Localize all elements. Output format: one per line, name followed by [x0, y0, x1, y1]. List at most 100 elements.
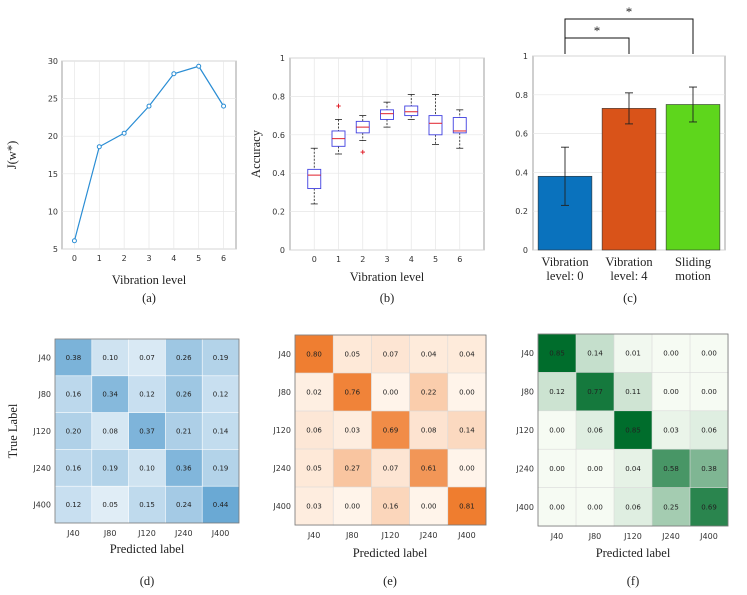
f-xtick: J40 [550, 532, 564, 541]
d-cell [54, 412, 93, 451]
f-xtick: J80 [588, 532, 602, 541]
d-cell [128, 338, 167, 377]
panel-a-ytick: 30 [48, 57, 58, 66]
panel-a-ytick: 5 [53, 245, 58, 254]
panel-a-ytick: 20 [48, 132, 58, 141]
panel-b-xtick: 0 [312, 255, 317, 264]
d-cell-value: 0.07 [139, 354, 155, 362]
e-cell-value: 0.04 [421, 351, 437, 359]
panel-b-ytick: 0.4 [272, 169, 285, 178]
panel-f-tick-labels: J40 J40 J80 J80 J120 J120 J240 J240 J400 J400 [515, 349, 717, 541]
d-cell-value: 0.20 [66, 428, 82, 436]
e-cell [371, 372, 411, 412]
d-ytick: J120 [32, 427, 51, 436]
d-xtick: J120 [137, 529, 156, 538]
panel-a-ytick: 25 [48, 95, 58, 104]
f-cell-value: 0.12 [549, 388, 565, 396]
e-cell-value: 0.06 [306, 427, 322, 435]
panel-c-ytick: 0.6 [515, 130, 528, 139]
panel-b-box [404, 105, 419, 117]
panel-a-caption: (a) [142, 291, 156, 305]
f-cell-value: 0.14 [587, 350, 603, 358]
e-ytick: J80 [277, 388, 291, 397]
f-cell [575, 410, 615, 450]
panel-c-category-label: motion [675, 269, 711, 283]
panel-e-caption: (e) [383, 574, 397, 588]
e-cell-value: 0.04 [459, 351, 475, 359]
panel-a-xtick: 5 [196, 254, 201, 263]
e-cell [332, 372, 373, 412]
f-cell [613, 372, 653, 412]
f-cell [613, 487, 653, 527]
f-xtick: J120 [623, 532, 642, 541]
panel-a-xtick: 2 [122, 254, 127, 263]
e-cell-value: 0.27 [345, 465, 361, 473]
panel-f-xlabel: Predicted label [596, 546, 671, 560]
panel-a-ticks: 5 10 15 20 25 30 0 1 2 3 4 5 6 [48, 57, 226, 263]
panel-b-xtick: 2 [360, 255, 365, 264]
e-cell [447, 486, 487, 526]
e-ytick: J240 [272, 464, 291, 473]
panel-a-point [96, 144, 102, 150]
d-cell [165, 375, 203, 414]
d-cell [91, 485, 130, 524]
e-xtick: J120 [381, 531, 400, 540]
e-cell [371, 448, 411, 488]
d-ytick: J40 [37, 353, 51, 362]
panel-c-ytick: 0.8 [515, 91, 528, 100]
e-cell-value: 0.05 [306, 465, 322, 473]
panel-b-xlabel: Vibration level [350, 270, 425, 284]
d-cell-value: 0.10 [139, 464, 155, 472]
e-cell [332, 410, 373, 450]
d-xtick: J240 [174, 529, 193, 538]
panel-b-ytick: 0.8 [272, 92, 285, 101]
d-cell-value: 0.16 [66, 391, 82, 399]
e-cell-value: 0.69 [383, 427, 399, 435]
d-cell [165, 449, 203, 487]
panel-d-frame [54, 338, 240, 524]
panel-a-ytick: 10 [48, 207, 58, 216]
panel-c-bar [665, 104, 721, 251]
panel-a-point [146, 103, 152, 109]
panel-b-box [452, 117, 467, 134]
panel-a-xtick: 6 [221, 254, 226, 263]
panel-a-point [121, 130, 127, 136]
d-xtick: J40 [66, 529, 80, 538]
panel-c-ytick: 0.2 [515, 207, 528, 216]
d-cell-value: 0.12 [139, 391, 155, 399]
e-ytick: J40 [277, 350, 291, 359]
f-ytick: J240 [515, 464, 534, 473]
e-cell [447, 410, 487, 450]
d-cell [165, 338, 203, 377]
panel-b-xtick: 6 [457, 255, 462, 264]
e-cell-value: 0.07 [383, 465, 399, 473]
d-ytick: J80 [37, 390, 51, 399]
e-cell [294, 410, 334, 450]
d-cell [165, 485, 203, 524]
e-cell-value: 0.07 [383, 351, 399, 359]
panel-c-category-label: Vibration [541, 255, 589, 269]
f-xtick: J400 [699, 532, 718, 541]
d-cell-value: 0.16 [66, 464, 82, 472]
panel-a-point [171, 71, 177, 77]
panel-f-cells: 0.85 0.14 0.01 0.00 0.00 0.12 0.77 0.11 0.00 0.00… [537, 333, 729, 527]
panel-c-significance-bracket [564, 37, 630, 54]
e-cell-value: 0.03 [306, 503, 322, 511]
d-cell-value: 0.10 [102, 354, 118, 362]
f-cell-value: 0.00 [549, 503, 565, 511]
d-cell [201, 449, 240, 487]
f-cell-value: 0.00 [587, 503, 603, 511]
e-cell [294, 334, 334, 374]
panel-c-ytick: 0.4 [515, 168, 528, 177]
f-cell [651, 410, 691, 450]
panel-b-xtick: 4 [409, 255, 414, 264]
e-xtick: J240 [419, 531, 438, 540]
f-cell-value: 0.00 [587, 465, 603, 473]
panel-a-xlabel: Vibration level [112, 273, 187, 287]
e-cell-value: 0.00 [421, 503, 437, 511]
panel-b-ytick: 0.6 [272, 131, 285, 140]
d-cell [54, 485, 93, 524]
e-ytick: J400 [272, 502, 291, 511]
